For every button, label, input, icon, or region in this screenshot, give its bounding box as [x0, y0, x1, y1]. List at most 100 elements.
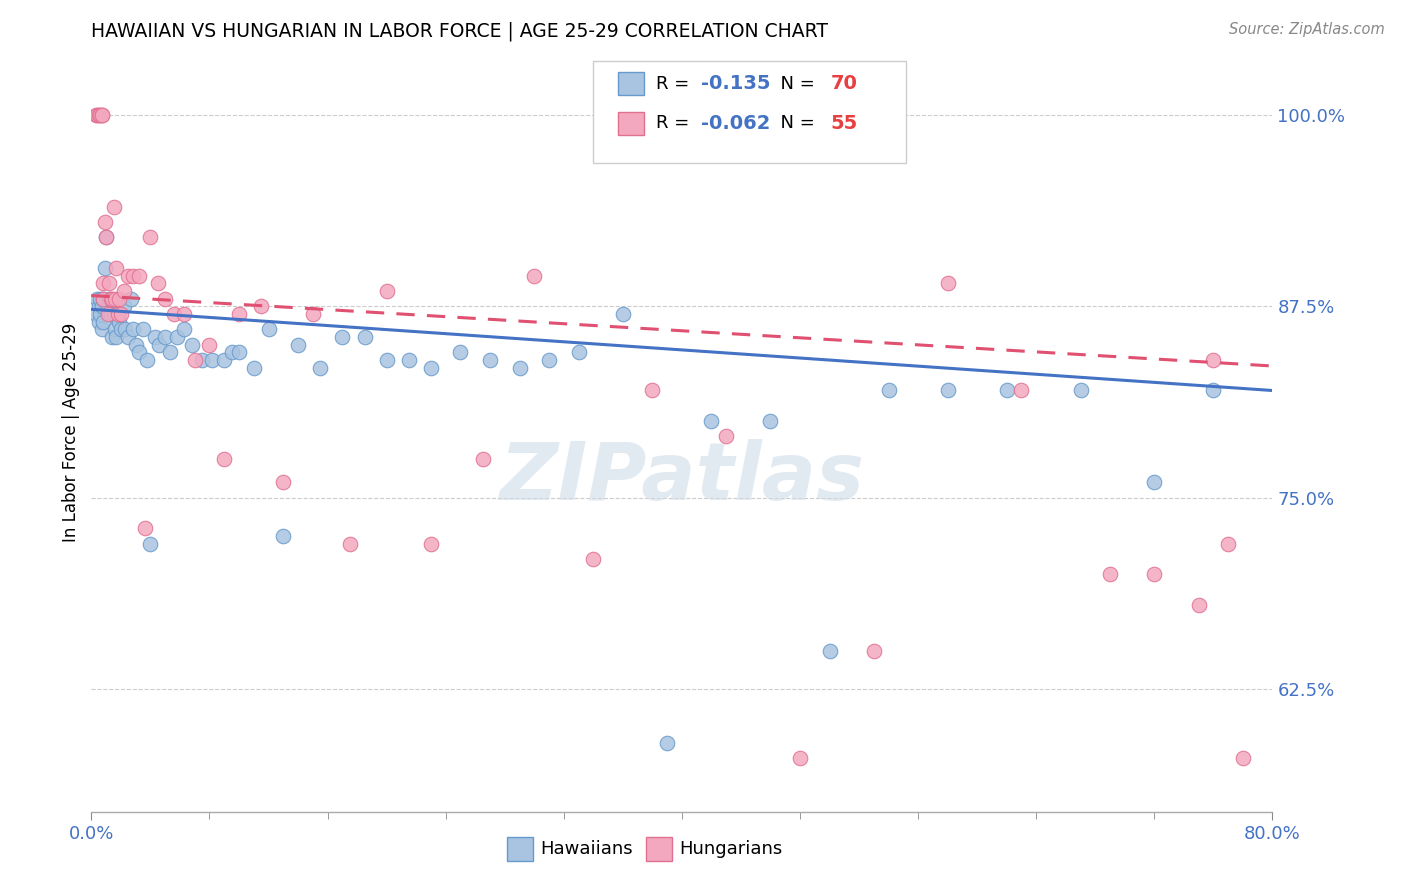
FancyBboxPatch shape	[508, 837, 533, 861]
Point	[91, 277, 114, 291]
Text: Source: ZipAtlas.com: Source: ZipAtlas.com	[1229, 22, 1385, 37]
Point	[93, 260, 115, 275]
Point	[148, 337, 170, 351]
Point	[89, 108, 111, 122]
Point	[191, 352, 214, 367]
Point	[332, 330, 354, 344]
Point	[96, 230, 118, 244]
Point	[112, 284, 135, 298]
Point	[121, 322, 143, 336]
Point	[655, 736, 678, 750]
Text: N =: N =	[769, 114, 821, 132]
Point	[159, 345, 181, 359]
Point	[96, 230, 118, 244]
Point	[173, 322, 195, 336]
Point	[163, 307, 186, 321]
Point	[257, 322, 280, 336]
Point	[107, 307, 129, 321]
Point	[353, 330, 375, 344]
Point	[107, 307, 129, 321]
Point	[375, 352, 398, 367]
Point	[228, 307, 250, 321]
Point	[877, 384, 900, 398]
Point	[120, 292, 142, 306]
Point	[612, 307, 634, 321]
Point	[1202, 384, 1225, 398]
Point	[153, 292, 177, 306]
Text: N =: N =	[769, 75, 821, 93]
Text: ZIPatlas: ZIPatlas	[499, 439, 865, 517]
Point	[198, 337, 221, 351]
Point	[108, 315, 131, 329]
Text: HAWAIIAN VS HUNGARIAN IN LABOR FORCE | AGE 25-29 CORRELATION CHART: HAWAIIAN VS HUNGARIAN IN LABOR FORCE | A…	[91, 21, 828, 41]
Point	[419, 360, 441, 375]
Point	[97, 299, 120, 313]
Point	[134, 521, 156, 535]
Point	[91, 292, 114, 306]
FancyBboxPatch shape	[593, 62, 907, 163]
Text: R =: R =	[657, 75, 695, 93]
Point	[537, 352, 560, 367]
Point	[173, 307, 195, 321]
Text: -0.135: -0.135	[700, 74, 770, 94]
Point	[104, 322, 127, 336]
Point	[201, 352, 224, 367]
Point	[84, 307, 107, 321]
Point	[128, 345, 150, 359]
Point	[90, 299, 112, 313]
Point	[995, 384, 1018, 398]
Point	[124, 337, 148, 351]
Point	[273, 529, 295, 543]
Point	[509, 360, 531, 375]
Point	[214, 352, 236, 367]
Text: R =: R =	[657, 114, 695, 132]
Point	[87, 299, 110, 313]
Point	[89, 307, 111, 321]
Point	[398, 352, 420, 367]
Point	[936, 384, 959, 398]
Point	[91, 315, 114, 329]
Point	[309, 360, 332, 375]
Point	[101, 330, 124, 344]
Point	[1099, 567, 1122, 582]
Point	[375, 284, 398, 298]
Point	[568, 345, 591, 359]
Point	[339, 536, 361, 550]
Point	[90, 322, 112, 336]
FancyBboxPatch shape	[619, 112, 644, 135]
Text: 55: 55	[831, 114, 858, 133]
Point	[936, 277, 959, 291]
Text: 70: 70	[831, 74, 858, 94]
Text: Hawaiians: Hawaiians	[540, 840, 633, 858]
Point	[862, 644, 886, 658]
Point	[1232, 751, 1254, 765]
Point	[139, 230, 162, 244]
FancyBboxPatch shape	[647, 837, 672, 861]
Point	[228, 345, 250, 359]
Point	[110, 322, 132, 336]
Point	[1010, 384, 1032, 398]
Point	[301, 307, 323, 321]
Point	[714, 429, 737, 443]
Point	[243, 360, 266, 375]
Point	[121, 268, 143, 283]
Point	[250, 299, 273, 313]
Point	[108, 292, 131, 306]
Point	[818, 644, 841, 658]
Point	[139, 536, 162, 550]
Point	[104, 292, 127, 306]
Point	[641, 384, 664, 398]
Point	[221, 345, 243, 359]
Point	[101, 292, 124, 306]
Point	[100, 307, 122, 321]
Point	[132, 322, 155, 336]
Point	[214, 452, 236, 467]
Point	[143, 330, 166, 344]
Point	[789, 751, 811, 765]
Point	[103, 307, 125, 321]
Point	[582, 552, 605, 566]
Point	[759, 414, 782, 428]
Point	[86, 108, 108, 122]
Point	[89, 292, 111, 306]
Point	[90, 108, 112, 122]
